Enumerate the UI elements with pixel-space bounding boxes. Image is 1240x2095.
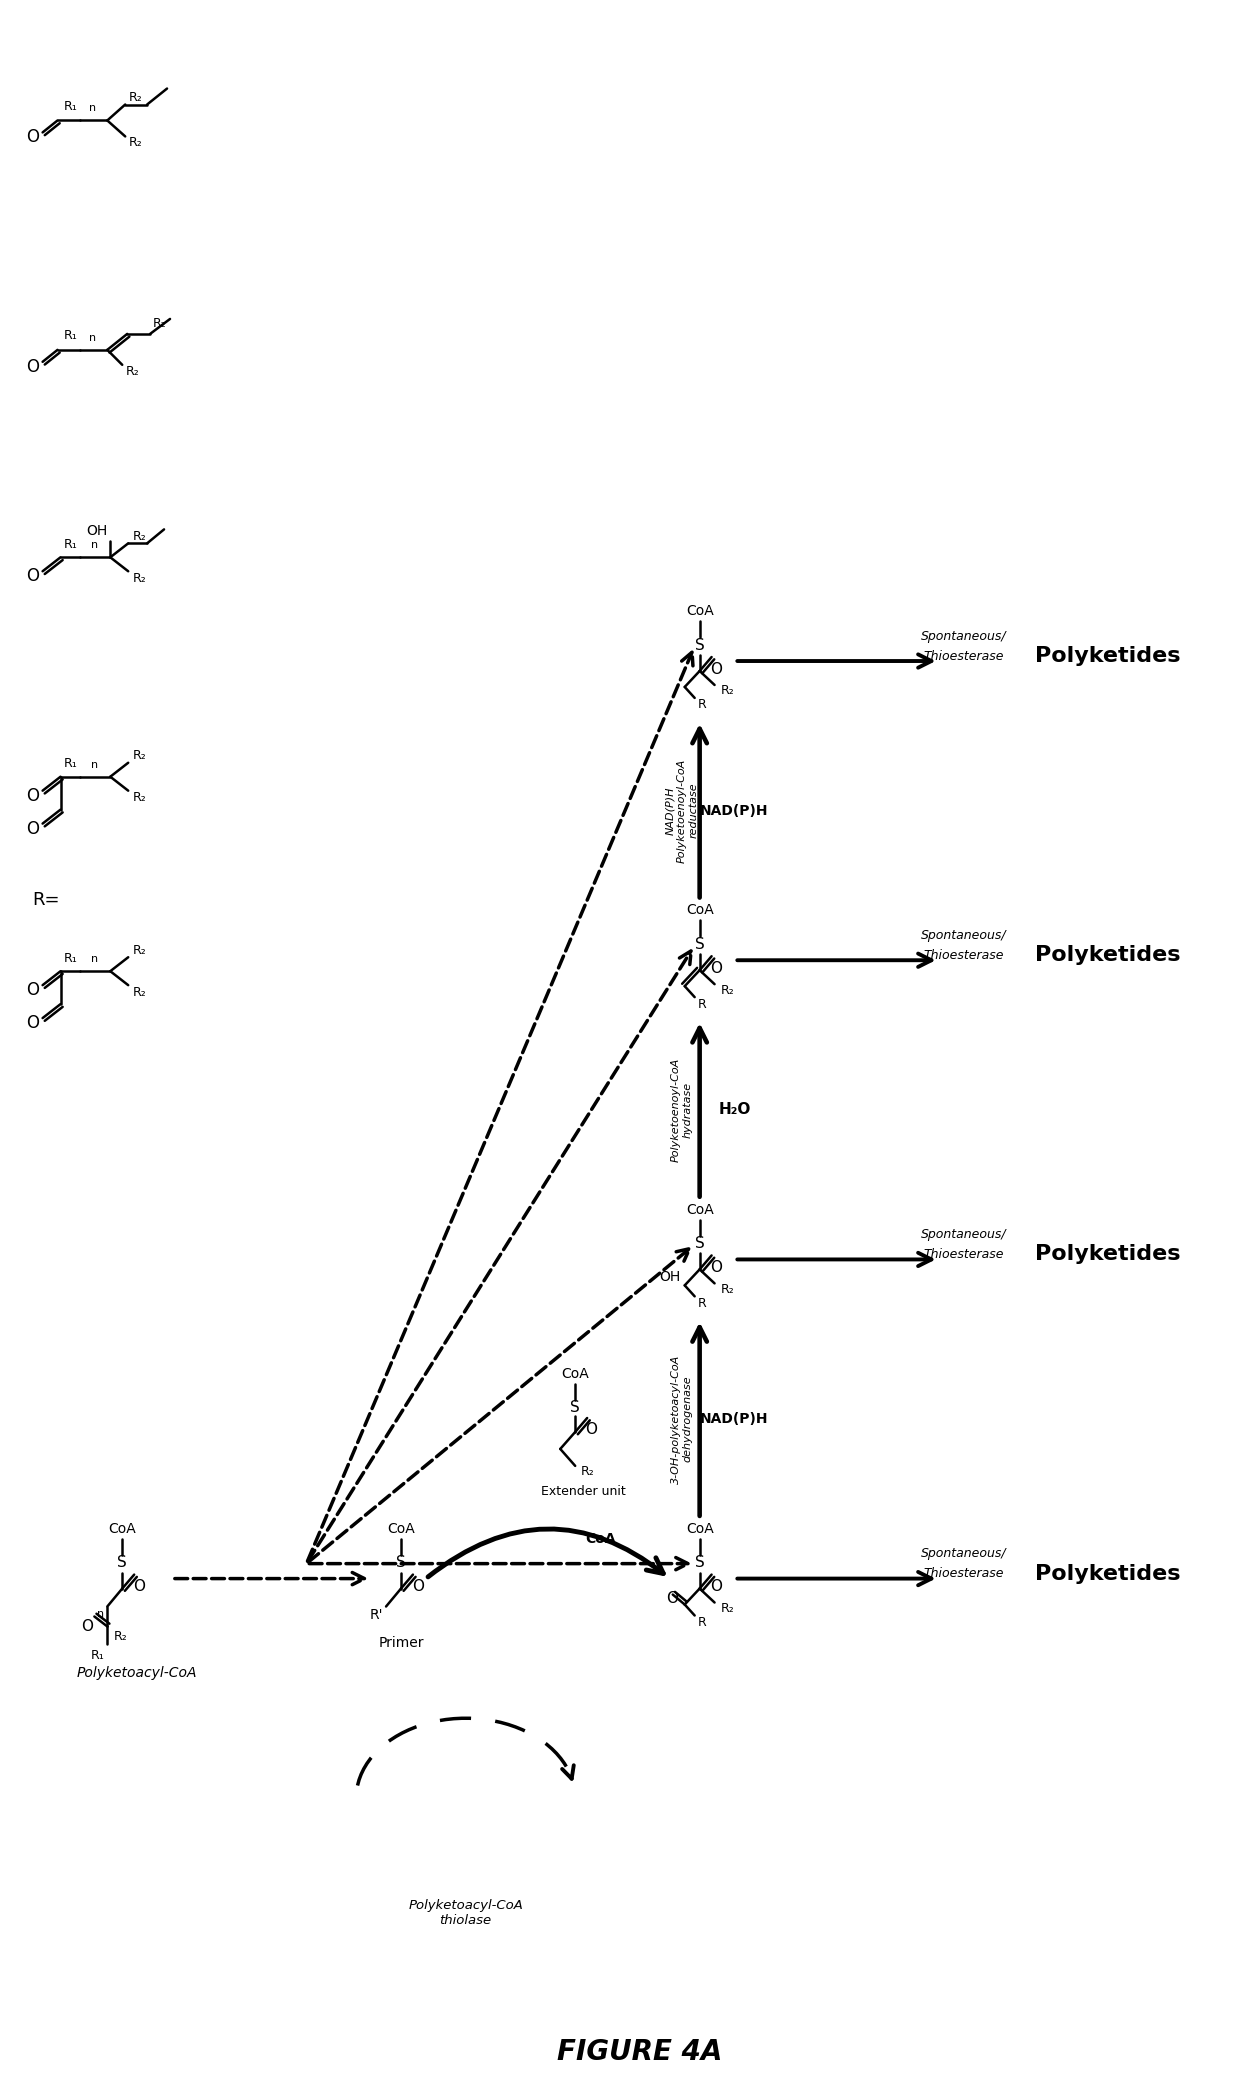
Text: Polyketoenoyl-CoA
hydratase: Polyketoenoyl-CoA hydratase <box>671 1058 692 1163</box>
Text: FIGURE 4A: FIGURE 4A <box>557 2038 723 2066</box>
Text: R=: R= <box>32 890 61 909</box>
Text: Polyketides: Polyketides <box>1035 1563 1180 1584</box>
Text: O: O <box>26 1014 40 1033</box>
Text: CoA: CoA <box>686 1203 713 1217</box>
Text: R: R <box>697 698 706 712</box>
Text: R': R' <box>370 1609 383 1622</box>
Text: CoA: CoA <box>562 1368 589 1381</box>
Text: Polyketides: Polyketides <box>1035 945 1180 966</box>
Text: O: O <box>26 358 40 375</box>
Text: Polyketoacyl-CoA: Polyketoacyl-CoA <box>77 1666 197 1680</box>
Text: R₂: R₂ <box>720 985 734 997</box>
Text: n: n <box>97 1609 104 1619</box>
Text: O: O <box>711 962 723 976</box>
Text: O: O <box>711 1259 723 1276</box>
Text: n: n <box>91 953 98 964</box>
Text: Spontaneous/: Spontaneous/ <box>920 1546 1007 1561</box>
Text: Polyketides: Polyketides <box>1035 645 1180 666</box>
Text: S: S <box>570 1399 580 1414</box>
Text: Polyketoacyl-CoA
thiolase: Polyketoacyl-CoA thiolase <box>408 1898 523 1927</box>
Text: R: R <box>697 997 706 1010</box>
Text: O: O <box>26 568 40 585</box>
Text: O: O <box>711 1580 723 1594</box>
Text: Extender unit: Extender unit <box>541 1485 625 1498</box>
Text: O: O <box>711 662 723 677</box>
Text: Thioesterase: Thioesterase <box>924 1249 1003 1261</box>
Text: n: n <box>91 760 98 769</box>
Text: R₁: R₁ <box>63 951 77 964</box>
Text: R₁: R₁ <box>63 101 77 113</box>
Text: R₂: R₂ <box>133 572 146 585</box>
Text: NAD(P)H: NAD(P)H <box>701 1412 769 1427</box>
Text: CoA: CoA <box>387 1521 415 1536</box>
Text: Thioesterase: Thioesterase <box>924 949 1003 962</box>
Text: O: O <box>585 1423 598 1437</box>
Text: S: S <box>118 1554 128 1569</box>
Text: S: S <box>694 1236 704 1251</box>
Text: R₂: R₂ <box>128 136 143 149</box>
Text: R₂: R₂ <box>154 318 167 331</box>
Text: Thioesterase: Thioesterase <box>924 649 1003 662</box>
Text: O: O <box>26 128 40 147</box>
Text: O: O <box>82 1619 93 1634</box>
Text: Thioesterase: Thioesterase <box>924 1567 1003 1580</box>
Text: R₂: R₂ <box>125 365 139 379</box>
Text: O: O <box>26 819 40 838</box>
Text: NAD(P)H: NAD(P)H <box>701 804 769 817</box>
Text: H₂O: H₂O <box>718 1102 750 1117</box>
Text: O: O <box>26 786 40 804</box>
Text: Primer: Primer <box>378 1636 424 1651</box>
Text: CoA: CoA <box>686 1521 713 1536</box>
Text: R₁: R₁ <box>63 538 77 551</box>
Text: R₂: R₂ <box>580 1464 594 1479</box>
Text: OH: OH <box>87 524 108 538</box>
Text: R₂: R₂ <box>133 530 146 543</box>
Text: R₁: R₁ <box>63 756 77 771</box>
Text: CoA: CoA <box>686 903 713 918</box>
Text: n: n <box>89 103 95 113</box>
Text: R₂: R₂ <box>133 943 146 957</box>
Text: R₂: R₂ <box>720 685 734 698</box>
Text: Spontaneous/: Spontaneous/ <box>920 928 1007 943</box>
Text: NAD(P)H
Polyketoenoyl-CoA
reductase: NAD(P)H Polyketoenoyl-CoA reductase <box>665 758 698 863</box>
Text: CoA: CoA <box>585 1531 615 1546</box>
Text: Polyketides: Polyketides <box>1035 1244 1180 1265</box>
Text: O: O <box>412 1580 424 1594</box>
Text: n: n <box>89 333 95 344</box>
Text: R₂: R₂ <box>720 1282 734 1297</box>
Text: Spontaneous/: Spontaneous/ <box>920 631 1007 643</box>
Text: CoA: CoA <box>686 603 713 618</box>
Text: R₂: R₂ <box>133 792 146 804</box>
Text: R: R <box>697 1615 706 1630</box>
Text: n: n <box>91 541 98 551</box>
Text: S: S <box>694 936 704 951</box>
Text: Spontaneous/: Spontaneous/ <box>920 1228 1007 1240</box>
Text: R₂: R₂ <box>133 985 146 999</box>
Text: R: R <box>697 1297 706 1309</box>
Text: R₁: R₁ <box>91 1649 104 1661</box>
Text: S: S <box>694 637 704 652</box>
Text: R₂: R₂ <box>128 90 143 105</box>
Text: O: O <box>26 980 40 999</box>
Text: R₁: R₁ <box>63 329 77 341</box>
Text: R₂: R₂ <box>113 1630 128 1642</box>
Text: CoA: CoA <box>108 1521 136 1536</box>
Text: S: S <box>396 1554 405 1569</box>
Text: OH: OH <box>660 1270 681 1284</box>
Text: R₂: R₂ <box>720 1603 734 1615</box>
Text: R₂: R₂ <box>133 750 146 763</box>
Text: O: O <box>133 1580 145 1594</box>
Text: 3-OH-polyketoacyl-CoA
dehydrogenase: 3-OH-polyketoacyl-CoA dehydrogenase <box>671 1353 692 1483</box>
Text: O: O <box>666 1590 678 1607</box>
Text: S: S <box>694 1554 704 1569</box>
